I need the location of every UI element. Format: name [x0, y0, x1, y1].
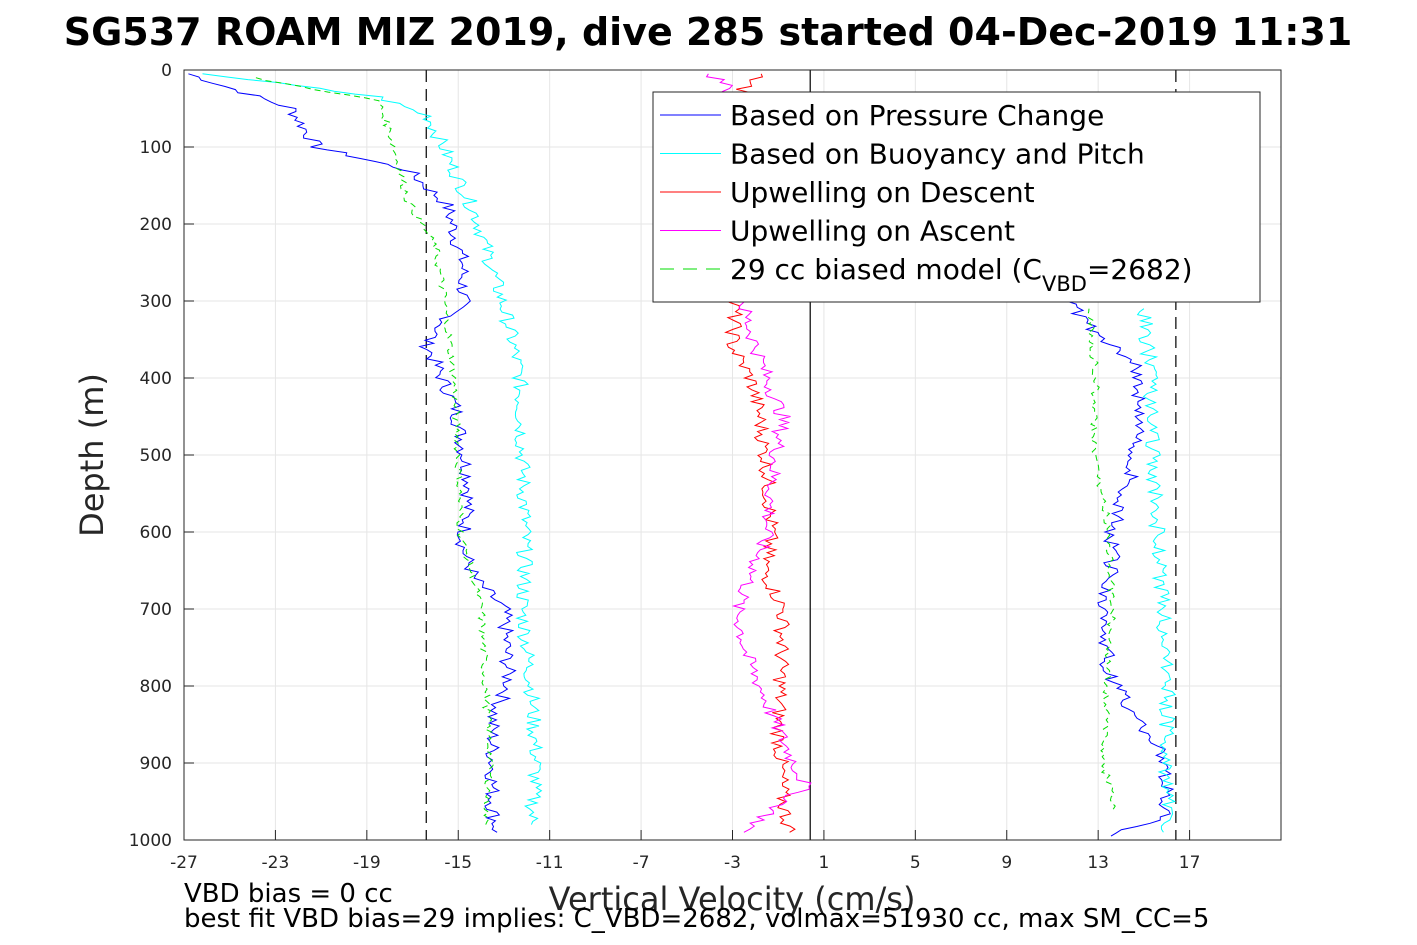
series-line-descent: [255, 77, 495, 825]
legend-entry-label: Based on Buoyancy and Pitch: [730, 138, 1145, 171]
x-tick-label: 17: [1179, 853, 1201, 873]
legend-entry-label: Based on Pressure Change: [730, 99, 1104, 132]
legend-box: [652, 91, 1261, 303]
x-axis-label: Vertical Velocity (cm/s): [549, 880, 916, 918]
x-tick-label: -3: [724, 853, 741, 873]
annotation-best-fit: best fit VBD bias=29 implies: C_VBD=2682…: [184, 904, 1209, 934]
x-tick-label: 9: [1001, 853, 1012, 873]
chart-title: SG537 ROAM MIZ 2019, dive 285 started 04…: [64, 10, 1353, 54]
y-tick-label: 300: [140, 292, 172, 312]
y-tick-label: 600: [140, 523, 172, 543]
x-tick-label: -27: [170, 853, 198, 873]
legend: Based on Pressure Change Based on Buoyanc…: [652, 91, 1261, 303]
y-tick-label: 400: [140, 369, 172, 389]
y-tick-label: 100: [140, 138, 172, 158]
x-tick-label: -15: [444, 853, 472, 873]
series-line-descent: [202, 73, 544, 825]
x-tick-label: 13: [1087, 853, 1109, 873]
y-axis-label: Depth (m): [73, 373, 111, 537]
series-line-ascent: [1086, 308, 1116, 810]
legend-entry-label: Upwelling on Ascent: [730, 215, 1015, 248]
legend-entry-main: 29 cc biased model (C: [730, 253, 1042, 286]
x-axis-ticks: -27 -23 -19 -15 -11 -7 -3 1 5 9 13 17: [170, 830, 1200, 873]
legend-entry-label: Upwelling on Descent: [730, 176, 1035, 209]
legend-entry-label: 29 cc biased model (CVBD=2682): [730, 253, 1193, 296]
y-axis-ticks: 0 100 200 300 400 500 600 700 800 900 1000: [129, 61, 194, 851]
legend-entry-subscript: VBD: [1042, 272, 1087, 296]
x-tick-label: -23: [262, 853, 290, 873]
x-tick-label: 5: [910, 853, 921, 873]
x-tick-label: -7: [633, 853, 650, 873]
y-tick-label: 800: [140, 677, 172, 697]
x-tick-label: -11: [536, 853, 564, 873]
x-tick-label: -19: [353, 853, 381, 873]
y-tick-label: 500: [140, 446, 172, 466]
y-tick-label: 900: [140, 754, 172, 774]
series-line-ascent: [1066, 300, 1175, 837]
series-line-ascent: [1136, 308, 1177, 833]
annotation-vbd-bias: VBD bias = 0 cc: [184, 879, 393, 909]
legend-entry-tail: =2682): [1087, 253, 1193, 286]
y-tick-label: 700: [140, 600, 172, 620]
series-line-descent: [188, 73, 517, 833]
y-tick-label: 1000: [129, 831, 172, 851]
x-tick-label: 1: [819, 853, 830, 873]
y-tick-label: 200: [140, 215, 172, 235]
y-tick-label: 0: [161, 61, 172, 81]
